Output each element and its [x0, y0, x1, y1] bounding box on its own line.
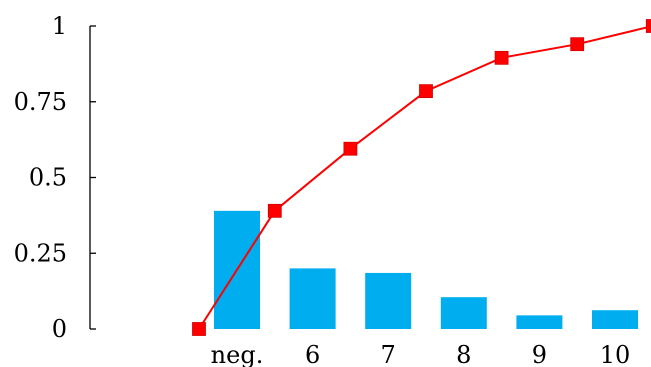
y-tick-label: 0.75 — [14, 88, 67, 116]
line-marker — [494, 50, 509, 65]
line-marker — [267, 203, 282, 218]
y-tick-label: 0 — [52, 315, 67, 343]
line-marker — [192, 322, 206, 336]
x-tick-label: 8 — [456, 341, 471, 367]
x-tick-label: 7 — [381, 341, 396, 367]
bar-series — [214, 210, 638, 329]
bar-7 — [365, 272, 412, 329]
bar-8 — [440, 297, 487, 329]
x-tick-label: 10 — [600, 341, 631, 367]
y-tick-label: 0.25 — [14, 239, 67, 267]
y-ticks: 0 0.25 0.5 0.75 1 — [14, 12, 96, 343]
line-marker — [645, 19, 651, 33]
cumulative-line — [198, 25, 651, 330]
line-marker — [419, 84, 433, 99]
line-marker — [343, 141, 358, 156]
x-tick-label: 9 — [532, 341, 547, 367]
line-marker — [570, 37, 585, 52]
bar-10 — [592, 310, 638, 329]
y-tick-label: 0.5 — [29, 164, 67, 192]
x-tick-labels: neg. 6 7 8 9 10 — [211, 341, 631, 367]
bar-9 — [516, 315, 563, 329]
y-tick-label: 1 — [52, 12, 67, 40]
x-tick-label: neg. — [211, 341, 264, 367]
bar-6 — [289, 268, 336, 329]
x-tick-label: 6 — [305, 341, 320, 367]
line-markers — [192, 19, 651, 336]
